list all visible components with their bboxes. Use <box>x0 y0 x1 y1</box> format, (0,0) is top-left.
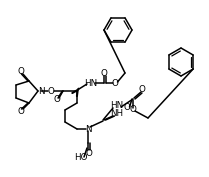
Text: HO: HO <box>74 153 88 162</box>
Text: HN: HN <box>110 101 124 110</box>
Text: O: O <box>18 107 24 116</box>
Text: O: O <box>130 105 136 115</box>
Text: O: O <box>54 96 60 104</box>
Text: O: O <box>112 79 119 87</box>
Text: O: O <box>85 149 92 158</box>
Text: HN: HN <box>84 79 98 87</box>
Text: N: N <box>38 87 45 96</box>
Text: O: O <box>18 67 24 76</box>
Text: O: O <box>139 85 145 95</box>
Text: NH: NH <box>110 110 124 118</box>
Text: N: N <box>85 124 91 133</box>
Text: O: O <box>124 102 130 112</box>
Text: O: O <box>48 87 54 96</box>
Text: O: O <box>101 68 107 78</box>
